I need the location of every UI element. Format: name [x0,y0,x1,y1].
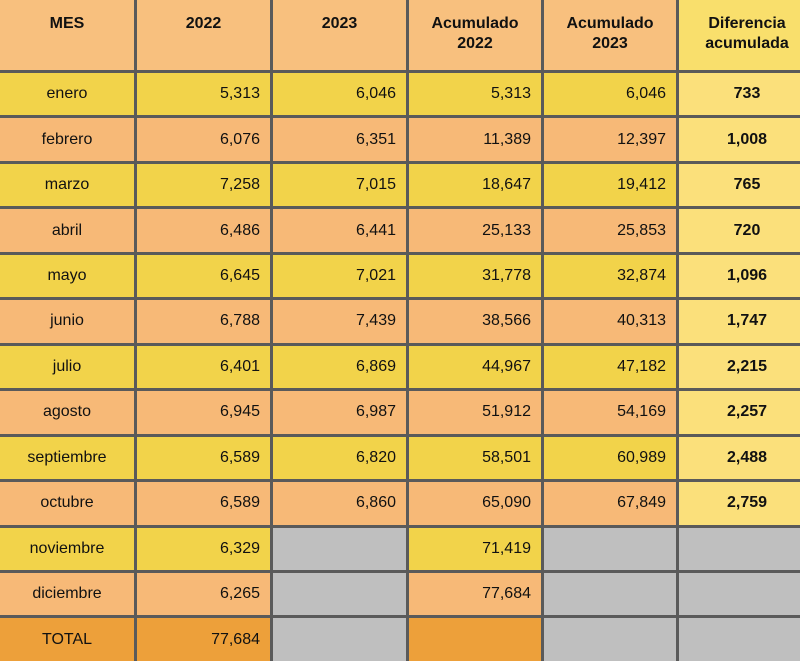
cell-acum-2023: 47,182 [544,345,676,389]
cell-diferencia: 733 [679,73,800,116]
header-mes: MES [0,0,134,70]
cell-acum-2023: 54,169 [544,391,676,434]
cell-mes: enero [0,73,134,116]
header-2022: 2022 [137,0,270,70]
cell-2022: 6,589 [137,482,270,525]
cell-2023: 7,015 [273,163,406,207]
cell-2022: 6,076 [137,118,270,161]
cell-diferencia: 1,008 [679,118,800,161]
cell-acum-2023: 12,397 [544,118,676,161]
header-acumulado-2023: Acumulado 2023 [544,0,676,70]
cell-2023: 7,021 [273,254,406,298]
cell-2022: 6,589 [137,436,270,480]
cell-2023: 6,046 [273,73,406,116]
cell-2022: 6,329 [137,527,270,570]
cell-acum-2023: 67,849 [544,482,676,525]
cell-2022: 6,945 [137,391,270,434]
cell-2022: 7,258 [137,163,270,207]
cell-2022: 6,645 [137,254,270,298]
cell-diferencia: 765 [679,163,800,207]
cell-mes: abril [0,209,134,252]
cell-mes: julio [0,345,134,389]
cell-2023: 6,860 [273,482,406,525]
total-label: TOTAL [0,618,134,661]
cell-acum-2022: 77,684 [409,572,541,616]
cell-acum-2022: 25,133 [409,209,541,252]
cell-acum-2023: 40,313 [544,300,676,343]
total-2023-empty [273,618,406,661]
cell-mes: septiembre [0,436,134,480]
cell-2023: 7,439 [273,300,406,343]
cell-2022: 6,486 [137,209,270,252]
cell-acum-2023-empty [544,527,676,570]
cell-mes: junio [0,300,134,343]
cell-mes: febrero [0,118,134,161]
cell-acum-2022: 38,566 [409,300,541,343]
cell-2022: 5,313 [137,73,270,116]
cell-diferencia-empty [679,572,800,616]
header-acumulado-2022: Acumulado 2022 [409,0,541,70]
cell-diferencia: 1,747 [679,300,800,343]
header-2023: 2023 [273,0,406,70]
cell-mes: marzo [0,163,134,207]
cell-acum-2023: 25,853 [544,209,676,252]
cell-2023-empty [273,572,406,616]
cell-acum-2023: 32,874 [544,254,676,298]
cell-acum-2022: 31,778 [409,254,541,298]
cell-acum-2022: 11,389 [409,118,541,161]
cell-acum-2023-empty [544,572,676,616]
cell-acum-2023: 19,412 [544,163,676,207]
cell-acum-2022: 65,090 [409,482,541,525]
cell-2023: 6,441 [273,209,406,252]
cell-diferencia: 2,257 [679,391,800,434]
cell-2022: 6,265 [137,572,270,616]
total-diferencia-empty [679,618,800,661]
total-acum-2022-blank [409,618,541,661]
cell-acum-2022: 5,313 [409,73,541,116]
total-acum-2023-empty [544,618,676,661]
cell-2023: 6,351 [273,118,406,161]
cell-2023: 6,987 [273,391,406,434]
cell-mes: noviembre [0,527,134,570]
cell-2022: 6,401 [137,345,270,389]
cell-acum-2022: 58,501 [409,436,541,480]
cell-2023: 6,820 [273,436,406,480]
cell-2023: 6,869 [273,345,406,389]
cell-2023-empty [273,527,406,570]
cell-diferencia-empty [679,527,800,570]
cell-acum-2022: 71,419 [409,527,541,570]
cell-acum-2022: 51,912 [409,391,541,434]
cell-diferencia: 2,215 [679,345,800,389]
cell-mes: agosto [0,391,134,434]
cell-mes: octubre [0,482,134,525]
cell-diferencia: 2,488 [679,436,800,480]
cell-diferencia: 720 [679,209,800,252]
cell-acum-2022: 44,967 [409,345,541,389]
cell-acum-2022: 18,647 [409,163,541,207]
cell-diferencia: 2,759 [679,482,800,525]
total-2022: 77,684 [137,618,270,661]
cell-acum-2023: 60,989 [544,436,676,480]
cell-acum-2023: 6,046 [544,73,676,116]
cell-diferencia: 1,096 [679,254,800,298]
cell-mes: mayo [0,254,134,298]
cell-mes: diciembre [0,572,134,616]
cell-2022: 6,788 [137,300,270,343]
header-diferencia-acumulada: Diferencia acumulada [679,0,800,70]
